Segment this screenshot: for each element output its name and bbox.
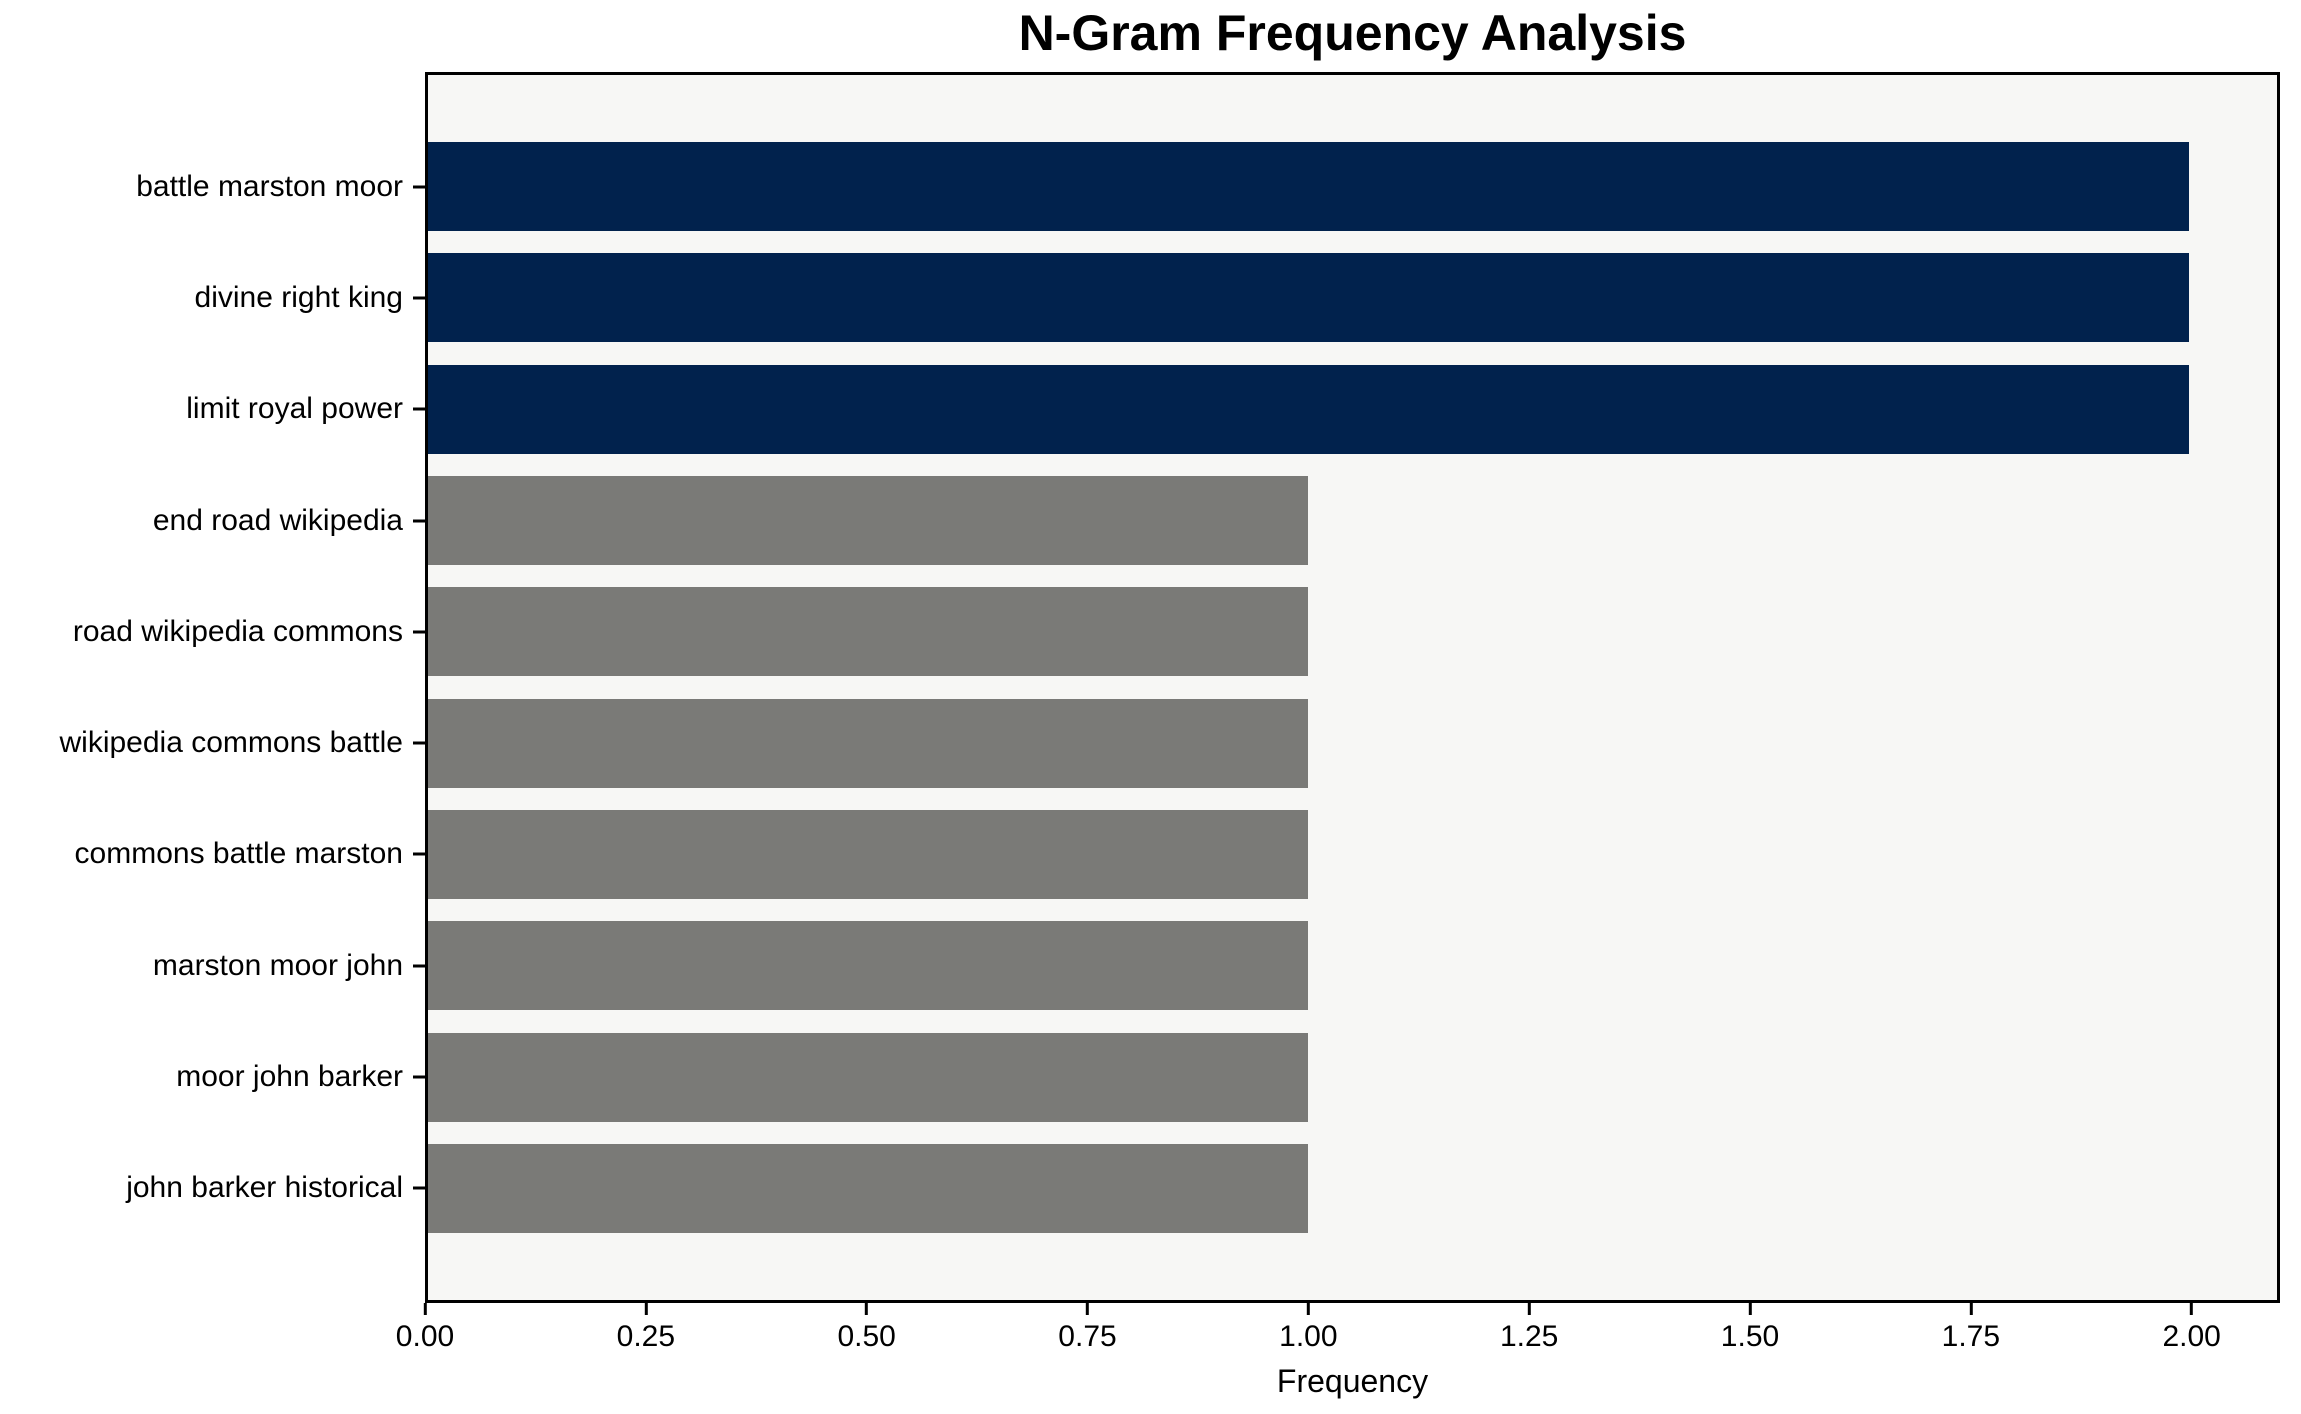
bar [428, 1143, 1309, 1233]
x-axis-label: Frequency [1276, 1363, 1429, 1399]
bar-row: road wikipedia commons [73, 576, 2277, 687]
plot-area: battle marston moor divine right king li… [60, 72, 2280, 1303]
x-tick: 1.25 [1500, 1303, 1558, 1354]
y-tick-mark [413, 630, 425, 634]
y-category-label: road wikipedia commons [72, 614, 403, 648]
x-tick: 0.00 [396, 1303, 454, 1354]
x-tick-label: 1.50 [1720, 1320, 1780, 1353]
x-tick-mark [865, 1303, 869, 1315]
bar [428, 921, 1309, 1011]
x-tick-label: 0.75 [1058, 1320, 1117, 1353]
x-tick-label: 1.25 [1499, 1320, 1559, 1353]
y-tick-mark [413, 1075, 425, 1079]
y-category-label: end road wikipedia [152, 503, 403, 537]
bar [428, 1032, 1309, 1122]
x-tick-label: 2.00 [2162, 1320, 2221, 1353]
x-tick-mark [1085, 1303, 1089, 1315]
y-tick-mark [413, 852, 425, 856]
x-tick-mark [1527, 1303, 1531, 1315]
bar-row: commons battle marston [75, 799, 2277, 910]
bar [428, 587, 1309, 677]
bar-row: divine right king [195, 242, 2277, 353]
x-tick: 1.00 [1279, 1303, 1338, 1354]
y-tick-mark [413, 964, 425, 968]
bar-row: limit royal power [186, 354, 2277, 465]
y-category-label: john barker historical [126, 1171, 403, 1205]
y-category-label: commons battle marston [74, 837, 403, 871]
y-category-label: limit royal power [186, 392, 403, 426]
x-tick-mark [1969, 1303, 1973, 1315]
x-tick-mark [644, 1303, 648, 1315]
y-tick-mark [413, 185, 425, 189]
bar-row: end road wikipedia [153, 465, 2277, 576]
bar [428, 364, 2189, 454]
bar-row: marston moor john [153, 910, 2277, 1021]
x-tick-label: 1.75 [1941, 1320, 2001, 1353]
x-tick: 1.75 [1942, 1303, 2000, 1354]
x-tick: 1.50 [1721, 1303, 1779, 1354]
bar-row: battle marston moor [136, 131, 2277, 242]
x-tick: 0.75 [1058, 1303, 1117, 1354]
x-tick-mark [1306, 1303, 1310, 1315]
x-tick-mark [1748, 1303, 1752, 1315]
y-tick-mark [413, 741, 425, 745]
x-axis: 0.00 0.25 0.50 0.75 1.00 1.25 1.50 1.75 … [396, 1303, 2280, 1363]
bar-row: wikipedia commons battle [60, 687, 2277, 798]
x-tick-label: 1.00 [1279, 1320, 1338, 1353]
x-tick-mark [423, 1303, 427, 1315]
x-tick-label: 0.50 [837, 1320, 896, 1353]
x-tick-label: 0.00 [395, 1320, 455, 1353]
x-tick: 2.00 [2162, 1303, 2221, 1354]
bar-row: moor john barker [176, 1021, 2277, 1132]
y-category-label: battle marston moor [136, 169, 403, 203]
y-tick-mark [413, 296, 425, 300]
y-category-label: divine right king [194, 280, 403, 314]
x-tick-label: 0.25 [616, 1320, 676, 1353]
bars-container: battle marston moor divine right king li… [60, 75, 2277, 1300]
bar [428, 698, 1309, 788]
bar [428, 253, 2189, 343]
bar-row: john barker historical [126, 1133, 2277, 1244]
x-tick: 0.25 [617, 1303, 675, 1354]
y-category-label: moor john barker [176, 1060, 403, 1094]
x-tick-mark [2190, 1303, 2194, 1315]
y-tick-mark [413, 407, 425, 411]
y-tick-mark [413, 1186, 425, 1190]
bar [428, 142, 2189, 232]
y-category-label: wikipedia commons battle [59, 726, 404, 760]
bar [428, 476, 1309, 566]
bar [428, 809, 1309, 899]
y-tick-mark [413, 519, 425, 523]
chart-title: N-Gram Frequency Analysis [1018, 5, 1687, 61]
y-category-label: marston moor john [152, 948, 403, 982]
x-tick: 0.50 [837, 1303, 896, 1354]
